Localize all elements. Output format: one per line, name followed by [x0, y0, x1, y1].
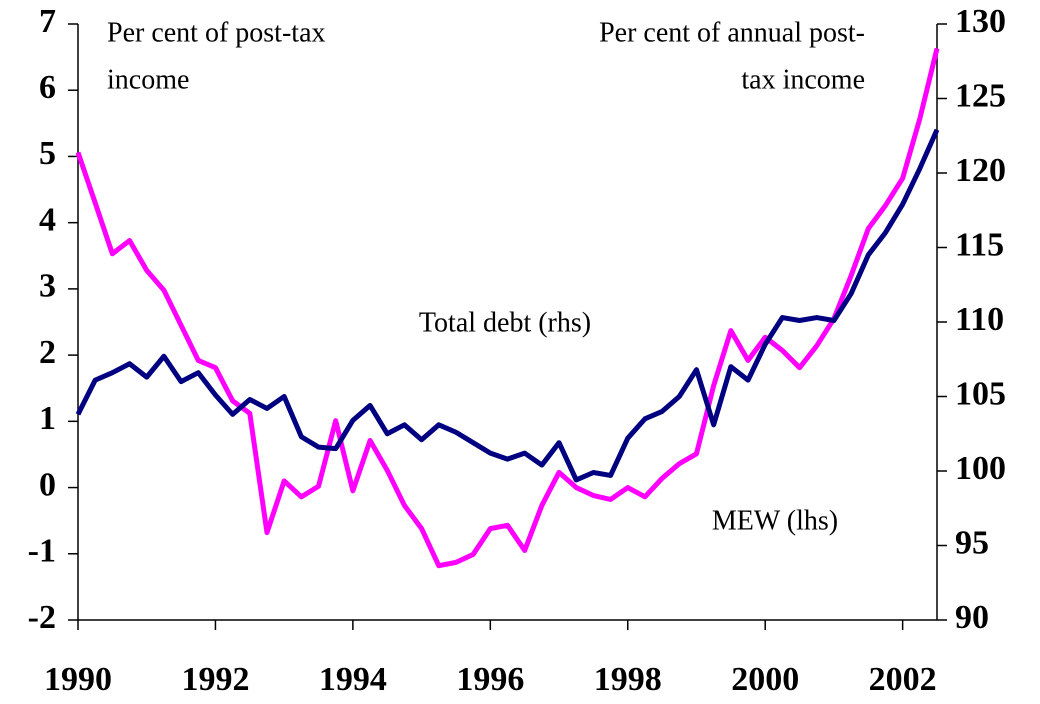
y2-tick-label: 90 — [955, 599, 989, 636]
y2-tick-label: 105 — [955, 375, 1006, 412]
x-tick-label: 2000 — [731, 661, 799, 698]
y-tick-label: 7 — [39, 3, 56, 40]
x-tick-label: 1996 — [456, 661, 524, 698]
y2-tick-label: 110 — [955, 301, 1004, 338]
y-tick-label: 3 — [39, 268, 56, 305]
y-tick-label: -2 — [28, 599, 56, 636]
y2-label: tax income — [741, 64, 865, 95]
y2-tick-label: 125 — [955, 77, 1006, 114]
x-tick-label: 1994 — [319, 661, 387, 698]
x-tick-label: 1992 — [181, 661, 249, 698]
y-tick-label: 1 — [39, 400, 56, 437]
y-tick-label: 6 — [39, 69, 56, 106]
series-line — [75, 47, 940, 569]
y-label: income — [107, 64, 189, 95]
x-tick-label: 1998 — [594, 661, 662, 698]
y2-tick-label: 130 — [955, 3, 1006, 40]
y-tick-label: 5 — [39, 135, 56, 172]
y2-tick-label: 120 — [955, 152, 1006, 189]
y-label: Per cent of post-tax — [107, 17, 326, 48]
x-tick-label: 1990 — [44, 661, 112, 698]
y-tick-label: 0 — [39, 466, 56, 503]
y2-label: Per cent of annual post- — [599, 17, 865, 48]
y-tick-label: -1 — [28, 533, 56, 570]
y-tick-label: 4 — [39, 201, 56, 238]
y2-tick-label: 115 — [955, 226, 1004, 263]
y-tick-label: 2 — [39, 334, 56, 371]
y2-tick-label: 100 — [955, 450, 1006, 487]
series-label: MEW (lhs) — [712, 505, 838, 536]
x-tick-label: 2002 — [869, 661, 937, 698]
y2-tick-label: 95 — [955, 524, 989, 561]
series-label: Total debt (rhs) — [419, 307, 591, 338]
series-line — [75, 128, 940, 483]
